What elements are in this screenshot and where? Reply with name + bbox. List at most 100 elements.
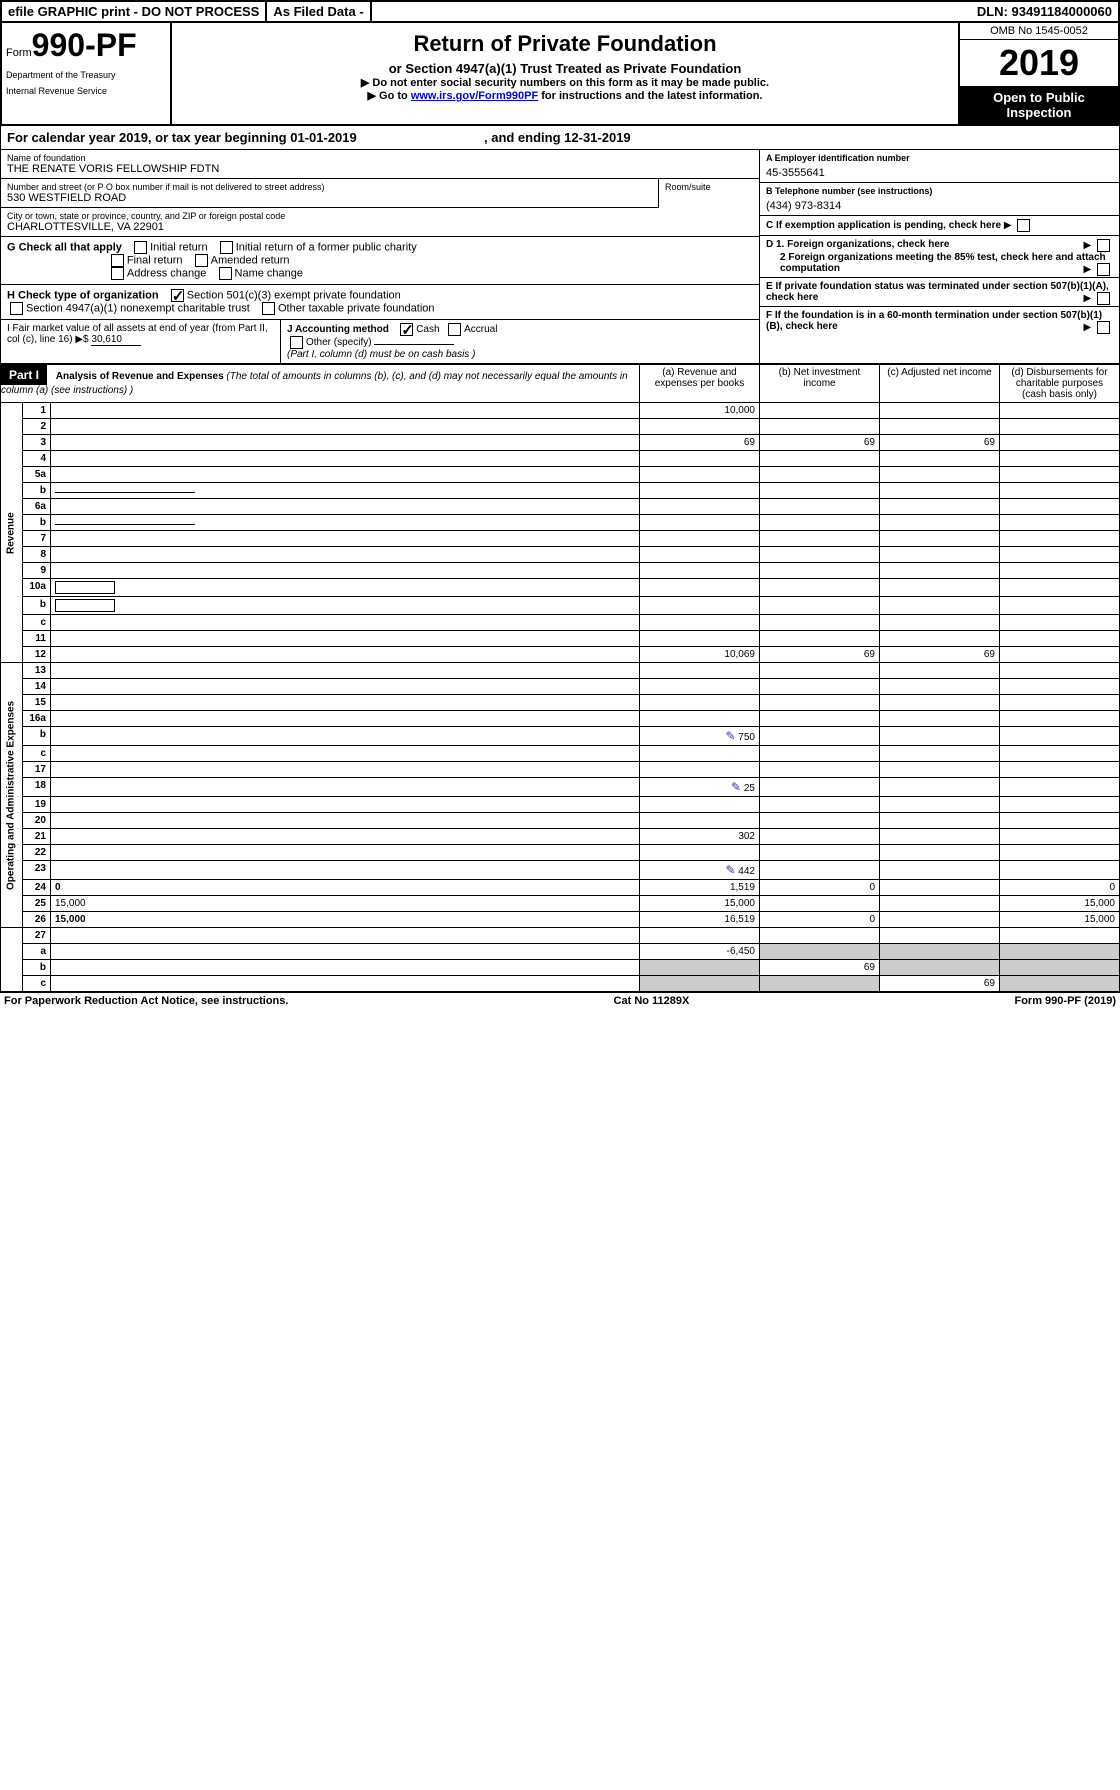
cb-initial[interactable]: [134, 241, 147, 254]
row-num: 1: [23, 403, 51, 419]
row-num: 24: [23, 880, 51, 896]
row-num: 19: [23, 797, 51, 813]
cb-d1[interactable]: [1097, 239, 1110, 252]
g-check-row: G Check all that apply Initial return In…: [1, 237, 759, 285]
cb-501c3[interactable]: [171, 289, 184, 302]
cell-a: [640, 451, 760, 467]
cb-other[interactable]: [290, 336, 303, 349]
row-num: 23: [23, 861, 51, 880]
cell-b: [760, 403, 880, 419]
city: City or town, state or province, country…: [1, 208, 759, 237]
row-num: c: [23, 746, 51, 762]
row-num: 8: [23, 547, 51, 563]
row-desc: [51, 435, 640, 451]
cell-c: [880, 880, 1000, 896]
cell-b: [760, 813, 880, 829]
cell-a: [640, 579, 760, 597]
cell-c: [880, 403, 1000, 419]
cell-b: 69: [760, 647, 880, 663]
cell-c: [880, 631, 1000, 647]
cell-d: [1000, 861, 1120, 880]
cell-b: [760, 711, 880, 727]
cell-a: ✎ 25: [640, 778, 760, 797]
cell-b: 0: [760, 880, 880, 896]
row-num: b: [23, 515, 51, 531]
foundation-name: Name of foundation THE RENATE VORIS FELL…: [1, 150, 759, 179]
cell-c: [880, 861, 1000, 880]
cell-b: 69: [760, 435, 880, 451]
cell-c: [880, 711, 1000, 727]
cell-a: [640, 419, 760, 435]
cb-initial-former[interactable]: [220, 241, 233, 254]
footer: For Paperwork Reduction Act Notice, see …: [0, 992, 1120, 1009]
cell-c: [880, 515, 1000, 531]
cb-c[interactable]: [1017, 219, 1030, 232]
cell-a: [640, 695, 760, 711]
cell-a: [640, 483, 760, 499]
cell-d: [1000, 663, 1120, 679]
cell-c: [880, 896, 1000, 912]
cb-d2[interactable]: [1097, 263, 1110, 276]
row-num: 16a: [23, 711, 51, 727]
row-desc: [51, 515, 640, 531]
cell-d: [1000, 563, 1120, 579]
cell-c: [880, 547, 1000, 563]
cb-final[interactable]: [111, 254, 124, 267]
cb-name[interactable]: [219, 267, 232, 280]
cell-a: 10,069: [640, 647, 760, 663]
cell-c: 69: [880, 647, 1000, 663]
cell-c: [880, 663, 1000, 679]
cell-d: [1000, 778, 1120, 797]
d-checks: D 1. Foreign organizations, check here ▶…: [760, 236, 1119, 278]
cell-a: [640, 615, 760, 631]
cell-a: ✎ 442: [640, 861, 760, 880]
row-num: 6a: [23, 499, 51, 515]
part1-table: Part I Analysis of Revenue and Expenses …: [0, 364, 1120, 992]
attachment-icon[interactable]: ✎: [725, 729, 735, 743]
cb-4947[interactable]: [10, 302, 23, 315]
row-num: 25: [23, 896, 51, 912]
cb-other-tax[interactable]: [262, 302, 275, 315]
cb-cash[interactable]: [400, 323, 413, 336]
cb-f[interactable]: [1097, 321, 1110, 334]
room-suite: Room/suite: [659, 179, 759, 208]
cell-a: [640, 762, 760, 778]
cell-b: [760, 615, 880, 631]
row-num: 20: [23, 813, 51, 829]
row-num: 11: [23, 631, 51, 647]
side-label: Revenue: [1, 403, 23, 663]
cell-c: [880, 912, 1000, 928]
cb-amended[interactable]: [195, 254, 208, 267]
cb-accrual[interactable]: [448, 323, 461, 336]
cell-b: [760, 467, 880, 483]
address: Number and street (or P O box number if …: [1, 179, 659, 208]
row-num: 7: [23, 531, 51, 547]
cell-d: [1000, 451, 1120, 467]
attachment-icon[interactable]: ✎: [731, 780, 741, 794]
cell-c: [880, 563, 1000, 579]
cell-b: [760, 547, 880, 563]
row-num: 21: [23, 829, 51, 845]
attachment-icon[interactable]: ✎: [725, 863, 735, 877]
e-check: E If private foundation status was termi…: [760, 278, 1119, 307]
row-desc: [51, 797, 640, 813]
irs-link[interactable]: www.irs.gov/Form990PF: [411, 90, 538, 102]
cb-address[interactable]: [111, 267, 124, 280]
cell-d: [1000, 597, 1120, 615]
cell-d: [1000, 762, 1120, 778]
cell-a: [640, 746, 760, 762]
cell-d: [1000, 419, 1120, 435]
row-desc: 15,000: [51, 912, 640, 928]
cell-a: ✎ 750: [640, 727, 760, 746]
cell-d: [1000, 467, 1120, 483]
row-desc: [51, 679, 640, 695]
cell-c: [880, 483, 1000, 499]
asfiled-label: As Filed Data -: [267, 2, 371, 21]
row-desc: [51, 451, 640, 467]
cb-e[interactable]: [1097, 292, 1110, 305]
row-num: 12: [23, 647, 51, 663]
row-num: b: [23, 727, 51, 746]
cell-d: 15,000: [1000, 896, 1120, 912]
top-bar: efile GRAPHIC print - DO NOT PROCESS As …: [0, 0, 1120, 23]
row-desc: [51, 483, 640, 499]
